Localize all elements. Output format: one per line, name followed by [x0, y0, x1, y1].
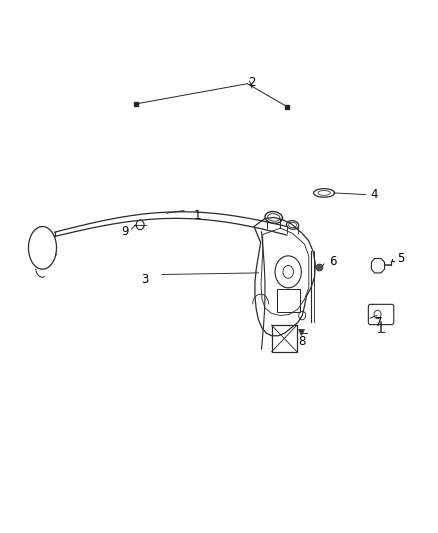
- Text: 6: 6: [329, 255, 337, 268]
- Text: 9: 9: [121, 225, 129, 238]
- Text: 2: 2: [248, 76, 256, 89]
- Text: 8: 8: [299, 335, 306, 348]
- Text: 5: 5: [397, 252, 404, 265]
- Text: 3: 3: [141, 273, 148, 286]
- Text: 1: 1: [193, 209, 201, 222]
- Text: 4: 4: [371, 188, 378, 201]
- Text: 7: 7: [375, 316, 383, 329]
